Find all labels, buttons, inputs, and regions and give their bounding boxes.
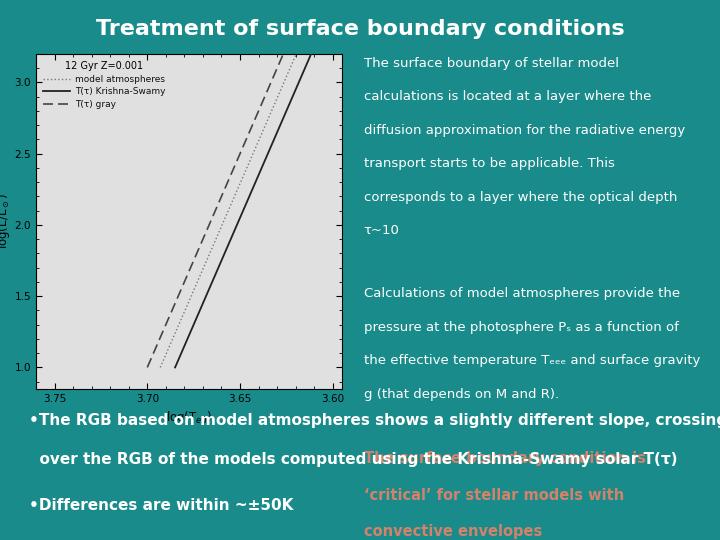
- Text: ‘critical’ for stellar models with: ‘critical’ for stellar models with: [364, 488, 624, 503]
- Text: •Differences are within ~±50K: •Differences are within ~±50K: [29, 498, 293, 513]
- X-axis label: log(T$_{eff}$): log(T$_{eff}$): [166, 409, 212, 426]
- Text: diffusion approximation for the radiative energy: diffusion approximation for the radiativ…: [364, 124, 685, 137]
- Text: The surface boundary condition is: The surface boundary condition is: [364, 451, 645, 466]
- Legend: model atmospheres, T(τ) Krishna-Swamy, T(τ) gray: model atmospheres, T(τ) Krishna-Swamy, T…: [40, 58, 168, 112]
- Text: Treatment of surface boundary conditions: Treatment of surface boundary conditions: [96, 19, 624, 39]
- Text: pressure at the photosphere Pₛ as a function of: pressure at the photosphere Pₛ as a func…: [364, 321, 678, 334]
- Text: g (that depends on M and R).: g (that depends on M and R).: [364, 388, 559, 401]
- Text: •The RGB based on model atmospheres shows a slightly different slope, crossing: •The RGB based on model atmospheres show…: [29, 413, 720, 428]
- Text: The surface boundary of stellar model: The surface boundary of stellar model: [364, 57, 618, 70]
- Text: Calculations of model atmospheres provide the: Calculations of model atmospheres provid…: [364, 287, 680, 300]
- Text: over the RGB of the models computed using the Krishna-Swamy solar T(τ): over the RGB of the models computed usin…: [29, 452, 678, 467]
- Y-axis label: log(L/L$_\odot$): log(L/L$_\odot$): [0, 193, 12, 249]
- Text: corresponds to a layer where the optical depth: corresponds to a layer where the optical…: [364, 191, 677, 204]
- Text: transport starts to be applicable. This: transport starts to be applicable. This: [364, 157, 614, 170]
- Text: the effective temperature Tₑₑₑ and surface gravity: the effective temperature Tₑₑₑ and surfa…: [364, 354, 700, 367]
- Text: convective envelopes: convective envelopes: [364, 524, 542, 539]
- Text: τ~10: τ~10: [364, 224, 400, 237]
- Text: calculations is located at a layer where the: calculations is located at a layer where…: [364, 90, 651, 103]
